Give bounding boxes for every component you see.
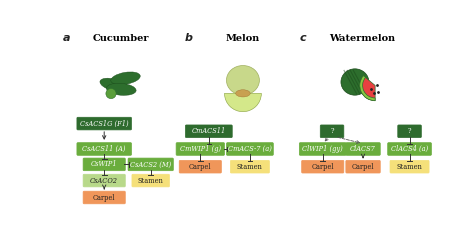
FancyBboxPatch shape bbox=[83, 174, 125, 187]
Ellipse shape bbox=[111, 72, 140, 85]
Text: ?: ? bbox=[408, 127, 411, 135]
Text: ClACS4 (a): ClACS4 (a) bbox=[391, 145, 428, 153]
FancyBboxPatch shape bbox=[128, 158, 173, 171]
Text: CmWIP1 (g): CmWIP1 (g) bbox=[180, 145, 221, 153]
FancyBboxPatch shape bbox=[83, 158, 125, 171]
Text: Carpel: Carpel bbox=[189, 163, 211, 171]
FancyBboxPatch shape bbox=[185, 125, 232, 138]
Text: CmACS11: CmACS11 bbox=[191, 127, 226, 135]
Ellipse shape bbox=[341, 69, 369, 95]
FancyBboxPatch shape bbox=[227, 143, 273, 155]
Wedge shape bbox=[360, 76, 375, 101]
Text: b: b bbox=[185, 34, 193, 43]
FancyBboxPatch shape bbox=[346, 160, 380, 173]
Wedge shape bbox=[360, 76, 375, 101]
Text: Cucumber: Cucumber bbox=[93, 34, 149, 43]
FancyBboxPatch shape bbox=[301, 160, 344, 173]
Text: ClACS7: ClACS7 bbox=[350, 145, 376, 153]
FancyBboxPatch shape bbox=[388, 143, 431, 155]
Text: c: c bbox=[300, 34, 306, 43]
FancyBboxPatch shape bbox=[300, 143, 346, 155]
FancyBboxPatch shape bbox=[346, 143, 380, 155]
Text: Watermelon: Watermelon bbox=[329, 34, 395, 43]
FancyBboxPatch shape bbox=[230, 160, 269, 173]
FancyBboxPatch shape bbox=[132, 174, 169, 187]
Text: Carpel: Carpel bbox=[311, 163, 334, 171]
Text: ?: ? bbox=[330, 127, 334, 135]
Ellipse shape bbox=[100, 78, 129, 92]
Ellipse shape bbox=[227, 65, 259, 95]
FancyBboxPatch shape bbox=[320, 125, 344, 138]
Text: CmACS-7 (a): CmACS-7 (a) bbox=[228, 145, 272, 153]
Text: CsACO2: CsACO2 bbox=[90, 177, 118, 185]
Wedge shape bbox=[225, 93, 261, 112]
Text: CsACS11 (A): CsACS11 (A) bbox=[82, 145, 126, 153]
Text: Stamen: Stamen bbox=[138, 177, 164, 185]
FancyBboxPatch shape bbox=[390, 160, 429, 173]
Ellipse shape bbox=[236, 90, 250, 97]
Ellipse shape bbox=[106, 88, 116, 99]
Text: Stamen: Stamen bbox=[397, 163, 422, 171]
FancyBboxPatch shape bbox=[83, 191, 125, 204]
FancyBboxPatch shape bbox=[77, 143, 131, 155]
FancyBboxPatch shape bbox=[398, 125, 421, 138]
Text: Melon: Melon bbox=[226, 34, 260, 43]
Text: Carpel: Carpel bbox=[93, 193, 116, 202]
Text: Stamen: Stamen bbox=[237, 163, 263, 171]
FancyBboxPatch shape bbox=[179, 160, 221, 173]
Text: ClWIP1 (gy): ClWIP1 (gy) bbox=[302, 145, 343, 153]
Text: CsACS1G (F1): CsACS1G (F1) bbox=[80, 120, 128, 128]
Text: CsACS2 (M): CsACS2 (M) bbox=[130, 160, 171, 168]
Ellipse shape bbox=[106, 83, 136, 95]
Text: Carpel: Carpel bbox=[352, 163, 374, 171]
Text: CsWIP1: CsWIP1 bbox=[91, 160, 118, 168]
Text: a: a bbox=[63, 34, 70, 43]
FancyBboxPatch shape bbox=[77, 117, 131, 130]
FancyBboxPatch shape bbox=[176, 143, 225, 155]
